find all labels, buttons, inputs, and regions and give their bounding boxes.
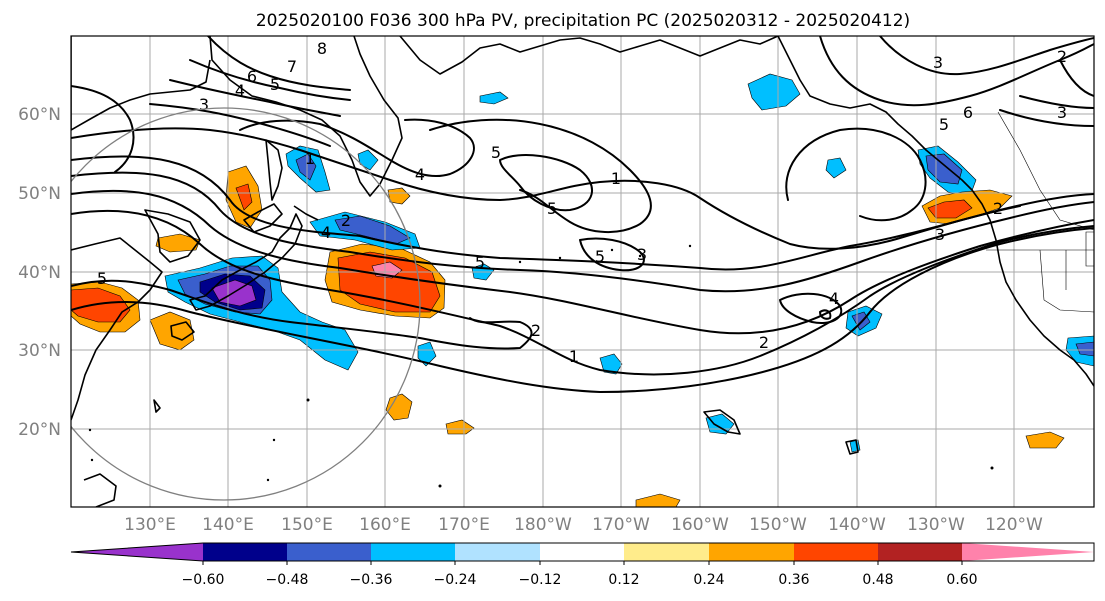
island-dots — [88, 244, 994, 488]
contour-label: 4 — [829, 289, 839, 308]
colorbar: −0.60 −0.48 −0.36 −0.24 −0.12 0.12 0.24 … — [70, 542, 1095, 588]
lat-label: 50°N — [18, 184, 61, 204]
colorbar-tick-label: 0.36 — [778, 572, 809, 588]
colorbar-segment — [540, 543, 624, 561]
lon-label: 150°E — [281, 515, 333, 535]
contour-label: 3 — [935, 225, 945, 244]
colorbar-tick-label: −0.60 — [182, 572, 225, 588]
highlight-circle — [71, 107, 421, 501]
contour-label: 5 — [547, 199, 557, 218]
colorbar-segment — [287, 543, 371, 561]
contour-label: 8 — [317, 39, 327, 58]
contour-label: 5 — [939, 115, 949, 134]
contour-label: 2 — [993, 199, 1003, 218]
lon-label: 160°W — [671, 515, 729, 535]
contour-label: 2 — [531, 321, 541, 340]
map-title: 2025020100 F036 300 hPa PV, precipitatio… — [256, 11, 910, 31]
colorbar-segment — [203, 543, 287, 561]
contour-label: 6 — [963, 103, 973, 122]
lon-label: 170°E — [438, 515, 490, 535]
lon-label: 180°W — [514, 515, 572, 535]
lon-label: 130°E — [124, 515, 176, 535]
colorbar-tick-labels: −0.60 −0.48 −0.36 −0.24 −0.12 0.12 0.24 … — [182, 572, 978, 588]
lon-label: 170°W — [592, 515, 650, 535]
colorbar-ticks — [202, 561, 963, 565]
contour-label: 5 — [491, 143, 501, 162]
contour-label: 2 — [1057, 47, 1067, 66]
contour-label: 1 — [305, 149, 315, 168]
lon-label: 160°E — [359, 515, 411, 535]
colorbar-segment — [878, 543, 962, 561]
colorbar-segment — [624, 543, 709, 561]
colorbar-tick-label: −0.24 — [434, 572, 477, 588]
colorbar-segment — [794, 543, 878, 561]
colorbar-tick-label: −0.12 — [519, 572, 562, 588]
contour-label: 4 — [235, 81, 245, 100]
contour-label: 5 — [595, 247, 605, 266]
contour-label: 3 — [637, 245, 647, 264]
contour-label: 3 — [199, 95, 209, 114]
colorbar-tick-label: 0.60 — [946, 572, 977, 588]
contour-label: 5 — [270, 75, 280, 94]
pv-contours — [71, 36, 1094, 393]
contour-label: 4 — [321, 223, 331, 242]
lon-label: 120°W — [985, 515, 1043, 535]
colorbar-tick-label: 0.48 — [862, 572, 893, 588]
contour-label: 5 — [97, 269, 107, 288]
colorbar-segment — [371, 543, 455, 561]
contour-label: 1 — [611, 169, 621, 188]
colorbar-segments — [70, 542, 1095, 562]
lat-label: 40°N — [18, 263, 61, 283]
contour-label: 7 — [287, 57, 297, 76]
colorbar-extend-low — [71, 543, 203, 561]
colorbar-tick-label: −0.48 — [266, 572, 309, 588]
lat-label: 20°N — [18, 420, 61, 440]
lat-labels: 60°N 50°N 40°N 30°N 20°N — [18, 105, 61, 440]
lon-labels: 130°E 140°E 150°E 160°E 170°E 180°W 170°… — [124, 515, 1043, 535]
map-border — [70, 35, 1095, 508]
colorbar-extend-high — [962, 543, 1094, 561]
contour-label: 6 — [247, 67, 257, 86]
contour-labels: 8 7 6 5 4 3 1 5 5 5 5 3 2 2 4 2 1 4 5 6 … — [97, 39, 1067, 366]
lon-label: 140°W — [828, 515, 886, 535]
colorbar-segment — [455, 543, 540, 561]
lon-label: 150°W — [749, 515, 807, 535]
colorbar-tick-label: 0.12 — [608, 572, 639, 588]
contour-label: 3 — [1057, 103, 1067, 122]
lat-label: 30°N — [18, 341, 61, 361]
lat-label: 60°N — [18, 105, 61, 125]
contour-label: 5 — [475, 253, 485, 272]
lon-label: 130°W — [907, 515, 965, 535]
colorbar-tick-label: 0.24 — [693, 572, 724, 588]
colorbar-segment — [709, 543, 794, 561]
colorbar-tick-label: −0.36 — [350, 572, 393, 588]
lon-label: 140°E — [202, 515, 254, 535]
contour-label: 2 — [341, 211, 351, 230]
contour-label: 4 — [415, 165, 425, 184]
contour-label: 2 — [759, 333, 769, 352]
contour-label: 3 — [933, 53, 943, 72]
contour-label: 1 — [569, 347, 579, 366]
